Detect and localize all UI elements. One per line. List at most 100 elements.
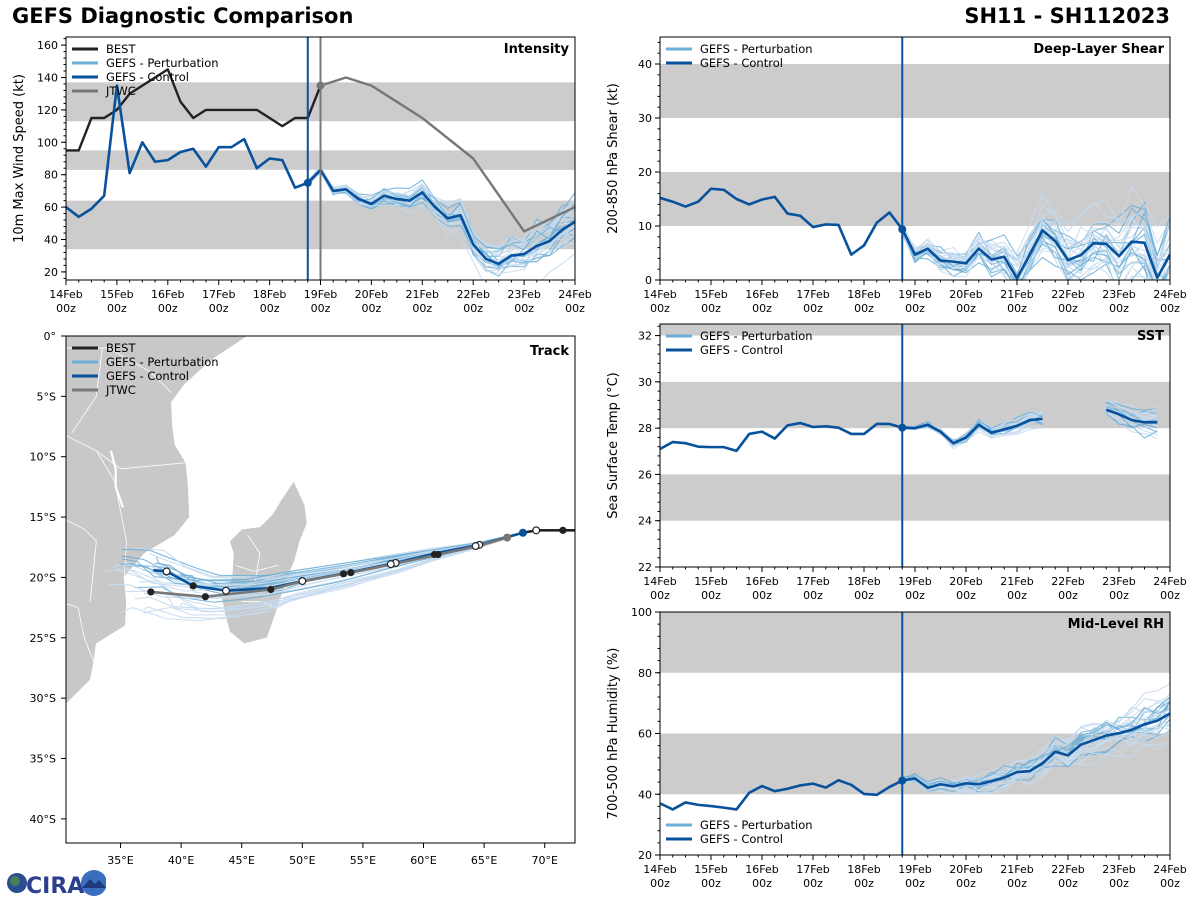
x-tick-label: 22Feb [1051, 575, 1084, 588]
x-tick-label: 00z [107, 302, 127, 315]
x-tick-label: 15Feb [694, 863, 727, 876]
perturbation-line [1105, 413, 1158, 439]
control-init-point [518, 528, 527, 537]
perturbation-track [112, 532, 524, 592]
init-marker-control [898, 225, 907, 234]
x-tick-label: 00z [1160, 877, 1180, 890]
legend-label-jtwc: JTWC [105, 84, 136, 98]
x-tick-label: 15Feb [100, 288, 133, 301]
track-point-filled [347, 569, 355, 577]
x-tick-label: 00z [905, 877, 925, 890]
x-tick-label: 00z [362, 302, 382, 315]
x-tick-label: 00z [701, 589, 721, 602]
track-point-open [298, 577, 307, 586]
x-tick-label: 21Feb [1000, 575, 1033, 588]
x-tick-label: 00z [854, 877, 874, 890]
x-tick-label: 14Feb [643, 575, 676, 588]
x-tick-label: 00z [701, 302, 721, 315]
track-plot-area [66, 336, 575, 705]
series-line-control [660, 712, 1170, 811]
init-marker-control [898, 423, 907, 432]
x-tick-label: 16Feb [745, 575, 778, 588]
y-tick-label: 80 [44, 169, 58, 182]
x-tick-label: 00z [311, 302, 331, 315]
perturbation-track [124, 532, 524, 586]
x-tick-label: 00z [752, 877, 772, 890]
y-tick-label: 22 [638, 561, 652, 574]
threshold-band [660, 474, 1170, 521]
x-tick-label: 16Feb [745, 288, 778, 301]
lat-tick-label: 15°S [30, 511, 56, 524]
init-marker-control [303, 178, 312, 187]
panel-title: SST [1137, 329, 1164, 344]
x-tick-label: 00z [752, 302, 772, 315]
x-tick-label: 14Feb [49, 288, 82, 301]
x-tick-label: 00z [956, 877, 976, 890]
x-tick-label: 00z [854, 589, 874, 602]
x-tick-label: 00z [803, 589, 823, 602]
x-tick-label: 00z [803, 877, 823, 890]
perturbation-line [901, 227, 1147, 280]
x-tick-label: 18Feb [253, 288, 286, 301]
x-tick-label: 24Feb [1153, 575, 1186, 588]
series-line-control [660, 187, 1170, 280]
x-tick-label: 23Feb [1102, 288, 1135, 301]
y-tick-label: 26 [638, 468, 652, 481]
perturbation-track [122, 532, 524, 581]
cira-logo: CIRA [7, 870, 106, 898]
x-tick-label: 24Feb [1153, 863, 1186, 876]
x-tick-label: 23Feb [507, 288, 540, 301]
lon-tick-label: 55°E [350, 854, 376, 867]
lat-tick-label: 25°S [30, 632, 56, 645]
perturbation-line [901, 193, 1170, 264]
x-tick-label: 00z [752, 589, 772, 602]
lon-tick-label: 40°E [168, 854, 194, 867]
y-tick-label: 120 [37, 104, 58, 117]
x-tick-label: 22Feb [1051, 288, 1084, 301]
x-tick-label: 15Feb [694, 575, 727, 588]
threshold-band [660, 381, 1170, 429]
legend-label-control: GEFS - Control [700, 56, 783, 70]
y-axis-label: 10m Max Wind Speed (kt) [12, 74, 27, 243]
x-tick-label: 00z [905, 589, 925, 602]
x-tick-label: 00z [905, 302, 925, 315]
country-border [71, 348, 103, 433]
x-tick-label: 19Feb [898, 288, 931, 301]
x-tick-label: 15Feb [694, 288, 727, 301]
y-tick-label: 32 [638, 330, 652, 343]
x-tick-label: 00z [803, 302, 823, 315]
page-title: GEFS Diagnostic Comparison [12, 4, 354, 28]
track-point-filled [267, 585, 275, 594]
x-tick-label: 00z [1109, 589, 1129, 602]
y-tick-label: 20 [638, 849, 652, 862]
legend-label-perturbation: GEFS - Perturbation [106, 56, 219, 70]
x-tick-label: 00z [565, 302, 585, 315]
x-tick-label: 00z [260, 302, 280, 315]
panel-title: Mid-Level RH [1068, 617, 1164, 632]
x-tick-label: 16Feb [745, 863, 778, 876]
panel-title: Intensity [504, 42, 570, 57]
x-tick-label: 00z [1160, 302, 1180, 315]
x-tick-label: 00z [1007, 302, 1027, 315]
x-tick-label: 20Feb [355, 288, 388, 301]
track-point-open [162, 567, 171, 576]
x-tick-label: 00z [956, 589, 976, 602]
lat-tick-label: 40°S [30, 813, 56, 826]
init-marker-jtwc [316, 81, 325, 90]
x-tick-label: 17Feb [202, 288, 235, 301]
x-tick-label: 19Feb [304, 288, 337, 301]
perturbation-line [902, 715, 1170, 788]
perturbation-track [143, 532, 524, 616]
x-tick-label: 17Feb [796, 288, 829, 301]
x-tick-label: 14Feb [643, 863, 676, 876]
series-line-control [1105, 408, 1158, 424]
lon-tick-label: 45°E [228, 854, 254, 867]
x-tick-label: 19Feb [898, 575, 931, 588]
madagascar-landmass [220, 480, 308, 645]
country-border [77, 607, 95, 663]
x-tick-label: 00z [1109, 877, 1129, 890]
perturbation-line [307, 166, 575, 262]
country-border [66, 519, 97, 602]
